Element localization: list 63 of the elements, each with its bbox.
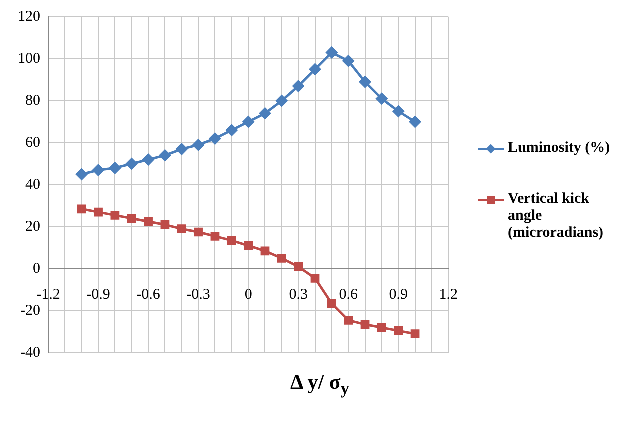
point (327, 299, 336, 308)
point (160, 220, 170, 230)
x-tick-label: -0.9 (86, 286, 110, 303)
x-tick-label: -1.2 (36, 286, 60, 303)
point (394, 326, 404, 336)
y-tick-label: 80 (26, 92, 40, 109)
point (310, 64, 321, 76)
point (177, 224, 186, 234)
x-tick-label: 0.6 (339, 286, 358, 303)
point (227, 236, 236, 246)
point (142, 154, 154, 166)
x-tick-label: -0.6 (136, 286, 161, 303)
point (92, 164, 104, 176)
x-tick-label: 0.9 (389, 286, 408, 303)
point (360, 76, 372, 88)
x-tick-label: 1.2 (439, 286, 458, 303)
point (109, 162, 121, 174)
x-tick-label: -0.3 (186, 286, 210, 303)
y-tick-label: 20 (26, 218, 40, 235)
y-tick-label: -40 (20, 344, 40, 361)
point (77, 204, 86, 214)
y-tick-label: 120 (18, 8, 40, 25)
point (126, 158, 138, 170)
point (392, 106, 404, 118)
point (326, 46, 338, 58)
point (410, 330, 420, 339)
point (277, 254, 286, 263)
point (209, 133, 221, 145)
x-tick-label: 0 (244, 286, 252, 303)
point (210, 232, 220, 241)
point (192, 139, 204, 151)
point (294, 262, 304, 272)
point (376, 93, 388, 105)
point (310, 274, 320, 283)
point (194, 228, 203, 237)
y-tick-label: 60 (26, 134, 40, 151)
x-axis-title: Δ y/ σ$_{y}$ (289, 370, 350, 400)
point (292, 80, 304, 92)
x-tick-label: 0.3 (289, 286, 308, 303)
y-tick-label: 100 (18, 50, 40, 67)
point (344, 316, 354, 325)
point (260, 246, 270, 256)
y-tick-label: 0 (33, 260, 40, 277)
y-tick-label: -20 (20, 302, 40, 319)
point (276, 95, 288, 107)
point (127, 214, 136, 224)
legend-label: Luminosity (%) (508, 140, 610, 157)
point (110, 211, 120, 220)
point (94, 208, 103, 217)
point (244, 241, 253, 250)
point (176, 144, 188, 156)
point (378, 323, 386, 332)
point (342, 55, 354, 67)
y-tick-label: 40 (26, 176, 40, 193)
point (76, 168, 88, 180)
point (226, 124, 238, 136)
legend-label: Vertical kick angle (microradians) (508, 191, 605, 242)
point (360, 320, 370, 330)
point (410, 116, 422, 128)
point (259, 108, 271, 120)
point (144, 217, 153, 226)
point (159, 150, 171, 162)
point (242, 116, 254, 128)
